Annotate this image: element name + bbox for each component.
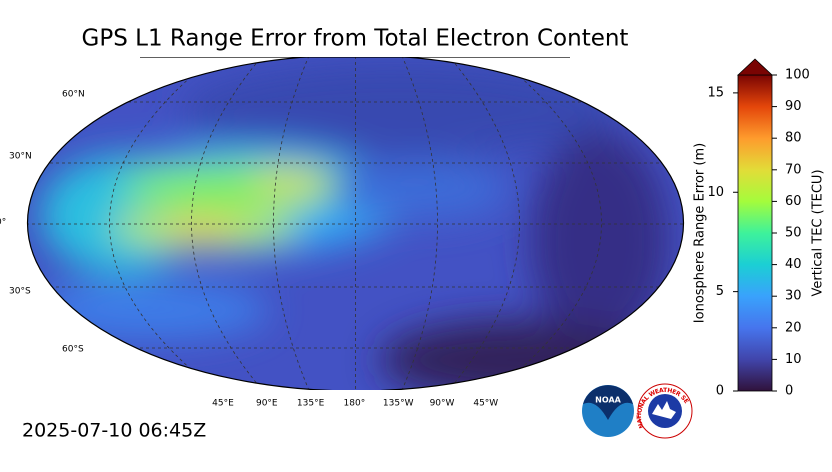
right-axis-label: Vertical TEC (TECU)	[811, 169, 826, 296]
right-tick-label: 100	[785, 68, 810, 83]
lon-label: 90°E	[256, 399, 278, 409]
meridian	[399, 57, 438, 390]
noaa-text: NOAA	[595, 396, 621, 405]
right-tick-label: 30	[785, 289, 802, 304]
colorbar-extend	[736, 58, 774, 76]
left-tick-label: 0	[716, 384, 724, 399]
lon-label: 90°W	[430, 399, 455, 409]
right-tick-label: 60	[785, 194, 802, 209]
lon-label: 45°W	[473, 399, 498, 409]
map-border	[26, 57, 685, 390]
right-tick-label: 10	[785, 352, 802, 367]
right-tick-label: 20	[785, 320, 802, 335]
meridian	[443, 57, 520, 390]
tec-field	[30, 60, 670, 390]
lon-label: 135°W	[383, 399, 414, 409]
lat-label: 30°S	[9, 287, 31, 297]
lat-label: 60°N	[62, 90, 85, 100]
colorbar-fill	[737, 74, 773, 392]
right-tick-label: 70	[785, 162, 802, 177]
lon-label: 180°	[344, 399, 366, 409]
lat-label: 0°	[0, 218, 6, 228]
right-tick-label: 90	[785, 99, 802, 114]
lon-label: 135°E	[297, 399, 325, 409]
right-tick-label: 0	[785, 384, 793, 399]
left-tick-label: 10	[707, 185, 724, 200]
map	[26, 57, 685, 390]
lat-label: 60°S	[62, 345, 84, 355]
meridian	[191, 57, 268, 390]
lat-label: 30°N	[9, 152, 32, 162]
colorbar	[736, 58, 774, 392]
lon-label: 45°E	[212, 399, 234, 409]
meridian	[273, 57, 312, 390]
left-tick-label: 15	[707, 85, 724, 100]
right-tick-label: 50	[785, 226, 802, 241]
title: GPS L1 Range Error from Total Electron C…	[82, 26, 629, 52]
timestamp: 2025-07-10 06:45Z	[22, 420, 206, 442]
left-tick-label: 5	[716, 284, 724, 299]
left-axis-label: Ionosphere Range Error (m)	[693, 143, 708, 323]
right-tick-label: 40	[785, 257, 802, 272]
right-tick-label: 80	[785, 131, 802, 146]
noaa-logo: NOAA	[582, 385, 634, 437]
